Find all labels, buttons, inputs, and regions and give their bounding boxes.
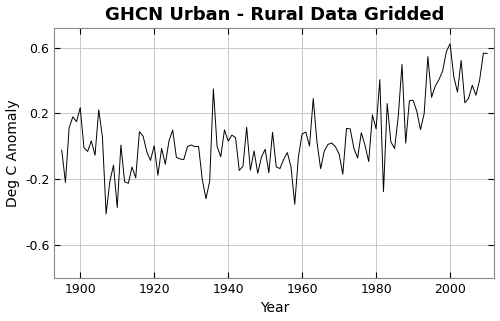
Title: GHCN Urban - Rural Data Gridded: GHCN Urban - Rural Data Gridded [104,5,444,23]
Y-axis label: Deg C Anomaly: Deg C Anomaly [6,99,20,207]
X-axis label: Year: Year [260,301,289,316]
